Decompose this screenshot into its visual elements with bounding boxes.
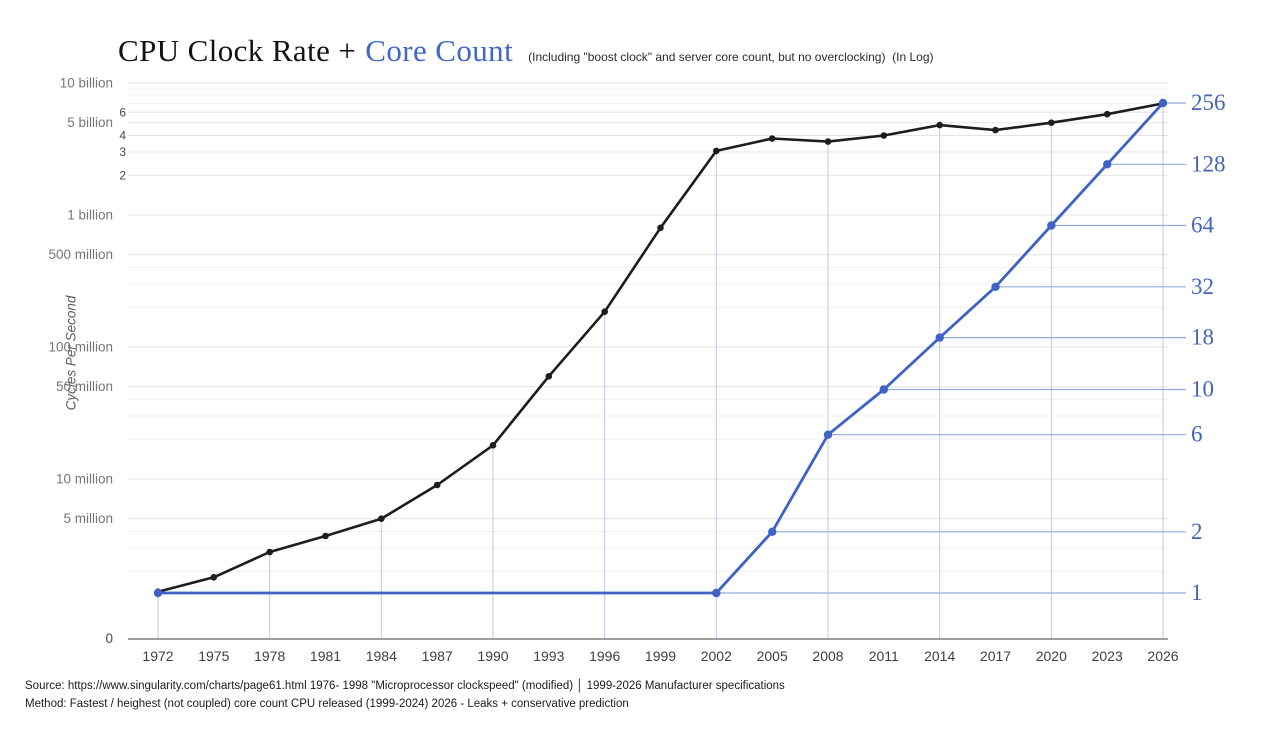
right-tick-label-64: 64 — [1191, 213, 1215, 238]
right-axis-labels: 256 128 64 32 18 10 6 2 1 — [1191, 90, 1226, 605]
core-point-2017 — [991, 282, 1000, 291]
core-level-lines — [158, 102, 1186, 594]
left-tick-label: 50 million — [56, 379, 113, 394]
x-tick-label-1972: 1972 — [142, 648, 173, 664]
clock-point-1978 — [266, 548, 274, 556]
x-tick-label-1993: 1993 — [533, 648, 564, 664]
core-point-2005 — [768, 527, 777, 536]
x-tick-label-1996: 1996 — [589, 648, 620, 664]
chart-footnotes: Source: https://www.singularity.com/char… — [25, 678, 785, 713]
core-point-2020 — [1047, 221, 1056, 230]
right-tick-label-256: 256 — [1191, 90, 1226, 115]
method-note: Method: Fastest / heighest (not coupled)… — [25, 697, 629, 710]
x-tick-label-1999: 1999 — [645, 648, 676, 664]
x-tick-label-1987: 1987 — [422, 648, 453, 664]
left-tick-label: 100 million — [48, 340, 113, 355]
right-tick-label-6: 6 — [1191, 422, 1203, 447]
clock-point-2008 — [824, 138, 832, 145]
right-tick-label-128: 128 — [1191, 151, 1226, 176]
core-point-2014 — [935, 333, 944, 342]
left-small-tick-label: 4 — [119, 129, 126, 143]
core-count-line — [158, 102, 1165, 595]
clock-point-1993 — [545, 373, 553, 380]
clock-point-2011 — [880, 132, 888, 139]
x-axis-labels: 1972 1975 1978 1981 1984 1987 1990 1993 1996 1999… — [142, 648, 1178, 664]
left-tick-label: 5 million — [63, 511, 113, 526]
left-tick-label: 10 million — [56, 472, 113, 487]
clock-point-1984 — [378, 515, 385, 522]
left-small-tick-label: 2 — [119, 168, 126, 182]
right-tick-label-18: 18 — [1191, 325, 1214, 350]
left-tick-label: 500 million — [48, 247, 113, 262]
core-point-2008 — [823, 430, 833, 439]
core-point-2023 — [1103, 160, 1112, 169]
clock-point-2005 — [768, 135, 776, 142]
title-clock-rate: CPU Clock Rate + — [118, 33, 357, 68]
core-point-2011 — [879, 385, 888, 394]
clock-point-1987 — [433, 481, 441, 489]
x-tick-label-2026: 2026 — [1147, 648, 1178, 664]
left-tick-label: 1 billion — [67, 208, 113, 223]
x-tick-label-1975: 1975 — [198, 648, 229, 664]
x-tick-label-2014: 2014 — [924, 648, 955, 664]
left-zero-label: 0 — [105, 631, 113, 646]
clock-point-1975 — [210, 574, 218, 581]
left-tick-label: 5 billion — [67, 115, 113, 130]
droplines — [157, 103, 1164, 639]
left-axis-labels: 10 billion 5 billion 1 billion 500 million 1… — [48, 76, 126, 647]
clock-point-2002 — [713, 147, 720, 155]
core-point-2026 — [1158, 98, 1168, 108]
clock-point-1981 — [322, 532, 329, 540]
chart-title: CPU Clock Rate + Core Count (Including "… — [118, 33, 934, 69]
x-tick-label-1981: 1981 — [310, 648, 341, 664]
right-tick-label-1: 1 — [1191, 580, 1203, 605]
right-tick-label-2: 2 — [1191, 519, 1203, 544]
x-tick-label-1978: 1978 — [254, 648, 285, 664]
clock-point-1999 — [657, 224, 664, 232]
clock-point-1996 — [601, 308, 608, 316]
x-tick-label-2008: 2008 — [812, 648, 843, 664]
x-tick-label-2020: 2020 — [1036, 648, 1067, 664]
clock-point-2020 — [1048, 119, 1055, 126]
chart-subtitle: (Including "boost clock" and server core… — [528, 50, 934, 64]
left-small-tick-label: 6 — [119, 105, 126, 119]
clock-point-1990 — [489, 442, 497, 449]
gridlines — [128, 82, 1168, 572]
core-point-2002 — [712, 588, 721, 598]
right-tick-label-10: 10 — [1191, 377, 1214, 402]
source-note: Source: https://www.singularity.com/char… — [25, 680, 785, 692]
x-tick-label-1990: 1990 — [477, 648, 508, 664]
core-count-series — [153, 98, 1168, 598]
x-tick-label-2011: 2011 — [869, 648, 899, 664]
clock-point-2014 — [936, 121, 943, 129]
x-tick-label-1984: 1984 — [366, 648, 397, 664]
clock-rate-series — [154, 100, 1167, 595]
x-tick-label-2017: 2017 — [980, 648, 1011, 664]
core-point-1972 — [153, 588, 163, 598]
x-tick-label-2005: 2005 — [757, 648, 788, 664]
left-tick-label: 10 billion — [60, 76, 113, 91]
clock-point-2017 — [992, 126, 999, 134]
x-tick-label-2002: 2002 — [701, 648, 732, 664]
x-tick-label-2023: 2023 — [1092, 648, 1123, 664]
left-small-tick-label: 3 — [119, 145, 126, 159]
right-tick-label-32: 32 — [1191, 274, 1214, 299]
title-core-count: Core Count — [365, 33, 514, 68]
clock-point-2023 — [1103, 110, 1111, 118]
